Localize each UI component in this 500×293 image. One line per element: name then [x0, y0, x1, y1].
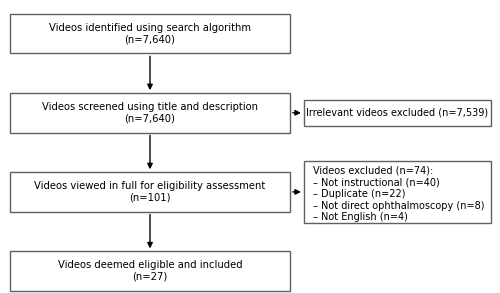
FancyBboxPatch shape [10, 93, 290, 132]
Text: Videos screened using title and description
(n=7,640): Videos screened using title and descript… [42, 102, 258, 124]
Text: Videos excluded (n=74):
– Not instructional (n=40)
– Duplicate (n=22)
– Not dire: Videos excluded (n=74): – Not instructio… [313, 166, 484, 222]
Text: Irrelevant videos excluded (n=7,539): Irrelevant videos excluded (n=7,539) [306, 108, 488, 118]
Text: Videos viewed in full for eligibility assessment
(n=101): Videos viewed in full for eligibility as… [34, 181, 266, 203]
FancyBboxPatch shape [10, 172, 290, 212]
FancyBboxPatch shape [10, 251, 290, 291]
FancyBboxPatch shape [304, 161, 491, 223]
FancyBboxPatch shape [10, 14, 290, 53]
Text: Videos identified using search algorithm
(n=7,640): Videos identified using search algorithm… [49, 23, 251, 45]
Text: Videos deemed eligible and included
(n=27): Videos deemed eligible and included (n=2… [58, 260, 242, 282]
FancyBboxPatch shape [304, 100, 491, 126]
